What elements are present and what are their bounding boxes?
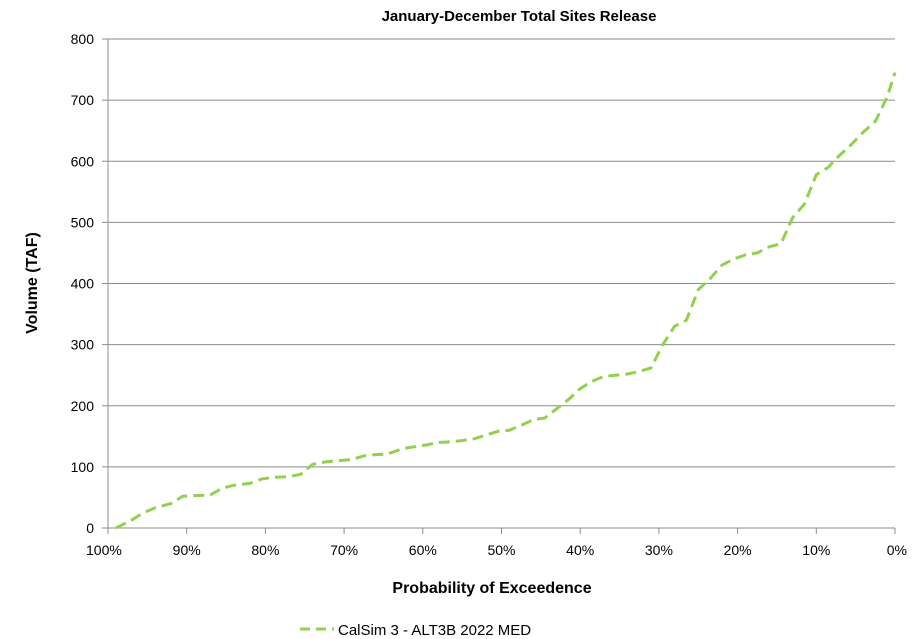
x-tick-label: 100% [86, 542, 122, 558]
x-tick-label: 40% [566, 542, 594, 558]
y-tick-label: 300 [71, 337, 95, 353]
y-tick-label: 0 [86, 520, 94, 536]
y-tick-label: 200 [71, 398, 95, 414]
y-axis-title: Volume (TAF) [24, 232, 41, 334]
y-tick-label: 800 [71, 31, 95, 47]
series-line [115, 72, 897, 530]
series-layer [115, 72, 897, 530]
x-tick-label: 30% [645, 542, 673, 558]
x-tick-label: 90% [173, 542, 201, 558]
x-tick-label: 20% [724, 542, 752, 558]
x-tick-label: 80% [251, 542, 279, 558]
chart-title: January-December Total Sites Release [382, 8, 657, 25]
x-tick-label: 70% [330, 542, 358, 558]
x-tick-labels: 100% 90% 80% 70% 60% 50% 40% 30% 20% 10% 0% [86, 542, 907, 558]
y-tick-label: 100 [71, 459, 95, 475]
x-tick-label: 0% [887, 542, 907, 558]
x-tick-label: 60% [409, 542, 437, 558]
y-tick-label: 500 [71, 214, 95, 230]
x-axis-title: Probability of Exceedence [392, 580, 591, 597]
x-tick-label: 50% [487, 542, 515, 558]
y-tick-label: 600 [71, 153, 95, 169]
legend-label: CalSim 3 - ALT3B 2022 MED [338, 622, 531, 639]
legend: CalSim 3 - ALT3B 2022 MED [300, 622, 531, 639]
x-tick-label: 10% [802, 542, 830, 558]
grid-lines [108, 38, 895, 468]
axes [102, 38, 896, 534]
y-tick-label: 400 [71, 276, 95, 292]
y-tick-label: 700 [71, 92, 95, 108]
y-tick-labels: 0 100 200 300 400 500 600 700 800 [71, 31, 95, 536]
